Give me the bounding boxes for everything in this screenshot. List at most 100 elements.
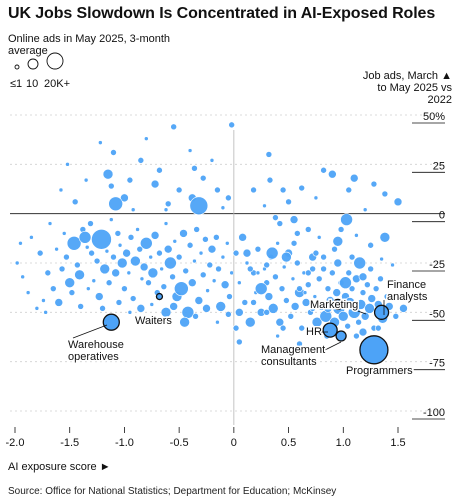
data-point bbox=[130, 207, 136, 213]
data-point bbox=[337, 226, 345, 233]
data-point bbox=[272, 214, 279, 221]
data-point bbox=[355, 318, 362, 326]
data-point bbox=[102, 168, 114, 180]
highlighted-point bbox=[359, 335, 389, 365]
data-point bbox=[135, 227, 140, 232]
data-point bbox=[224, 240, 230, 246]
data-point bbox=[372, 285, 380, 292]
data-point bbox=[235, 308, 244, 317]
data-point bbox=[294, 230, 301, 237]
highlighted-point bbox=[102, 313, 120, 331]
data-point bbox=[265, 246, 279, 260]
data-point bbox=[362, 207, 368, 213]
data-point bbox=[324, 285, 332, 292]
data-point bbox=[304, 226, 312, 233]
x-tick-label: 1.5 bbox=[390, 437, 405, 449]
data-point bbox=[127, 310, 133, 315]
annotation-label: Waiters bbox=[135, 315, 172, 327]
data-point bbox=[71, 198, 79, 206]
data-point bbox=[91, 229, 112, 250]
data-point bbox=[105, 279, 113, 287]
data-point bbox=[275, 333, 280, 339]
annotation-line: operatives bbox=[68, 351, 119, 363]
data-point bbox=[214, 186, 221, 194]
data-point bbox=[250, 299, 257, 306]
data-point bbox=[179, 229, 188, 238]
data-point bbox=[367, 241, 374, 249]
data-point bbox=[164, 200, 172, 208]
data-point bbox=[225, 194, 232, 202]
data-point bbox=[104, 248, 110, 254]
data-point bbox=[129, 295, 137, 302]
data-point bbox=[187, 278, 197, 288]
data-point bbox=[313, 195, 319, 201]
data-point bbox=[276, 220, 284, 227]
data-point bbox=[44, 269, 52, 277]
y-tick-label: 25 bbox=[433, 160, 445, 172]
x-tick-label: -2.0 bbox=[6, 437, 25, 449]
annotation-line: analysts bbox=[387, 291, 428, 303]
data-point bbox=[36, 249, 44, 257]
data-point bbox=[229, 270, 234, 276]
data-point bbox=[107, 182, 115, 190]
data-point bbox=[359, 289, 367, 296]
highlighted-point bbox=[322, 322, 338, 338]
data-point bbox=[58, 265, 66, 273]
data-point bbox=[136, 245, 144, 253]
data-point bbox=[332, 288, 342, 297]
data-point bbox=[14, 260, 20, 266]
data-point bbox=[393, 197, 403, 207]
data-point bbox=[375, 324, 382, 332]
data-point bbox=[99, 305, 106, 312]
x-tick-label: 1.0 bbox=[336, 437, 351, 449]
data-point bbox=[254, 245, 262, 253]
data-point bbox=[358, 327, 368, 337]
data-point bbox=[266, 176, 274, 184]
size-legend-label: ≤1 bbox=[10, 78, 22, 90]
highlighted-point bbox=[332, 298, 344, 311]
data-point bbox=[298, 324, 306, 332]
data-point bbox=[344, 322, 351, 330]
data-point bbox=[202, 304, 211, 313]
data-point bbox=[182, 267, 190, 275]
data-point bbox=[311, 316, 323, 328]
data-point bbox=[206, 261, 214, 269]
data-point bbox=[186, 241, 194, 249]
x-tick-label: 0.5 bbox=[281, 437, 296, 449]
annotation-line: HR bbox=[306, 326, 322, 338]
data-point bbox=[43, 310, 48, 315]
data-point bbox=[194, 296, 204, 305]
data-point bbox=[88, 249, 95, 257]
data-point bbox=[220, 280, 230, 290]
data-point bbox=[54, 246, 59, 252]
data-point bbox=[379, 232, 391, 243]
data-point bbox=[294, 259, 301, 267]
data-point bbox=[136, 304, 146, 313]
data-point bbox=[66, 235, 82, 251]
data-point bbox=[279, 324, 287, 332]
data-point bbox=[172, 238, 178, 244]
data-point bbox=[367, 294, 377, 303]
data-point bbox=[279, 186, 287, 194]
data-point bbox=[25, 290, 31, 295]
data-point bbox=[241, 299, 249, 306]
data-point bbox=[232, 249, 240, 257]
data-point bbox=[181, 306, 195, 319]
data-point bbox=[348, 285, 356, 292]
data-point bbox=[47, 221, 53, 226]
data-point bbox=[226, 293, 233, 300]
data-point bbox=[244, 316, 256, 328]
data-point bbox=[296, 285, 303, 292]
data-point bbox=[137, 157, 145, 164]
data-point bbox=[191, 164, 198, 172]
data-point bbox=[264, 292, 274, 301]
data-point bbox=[99, 263, 111, 275]
data-point bbox=[399, 304, 408, 313]
data-point bbox=[192, 312, 199, 320]
data-point bbox=[358, 272, 368, 282]
data-point bbox=[111, 268, 120, 278]
data-point bbox=[331, 245, 338, 253]
data-point bbox=[332, 235, 344, 247]
data-point bbox=[281, 251, 292, 263]
data-point bbox=[304, 269, 312, 277]
